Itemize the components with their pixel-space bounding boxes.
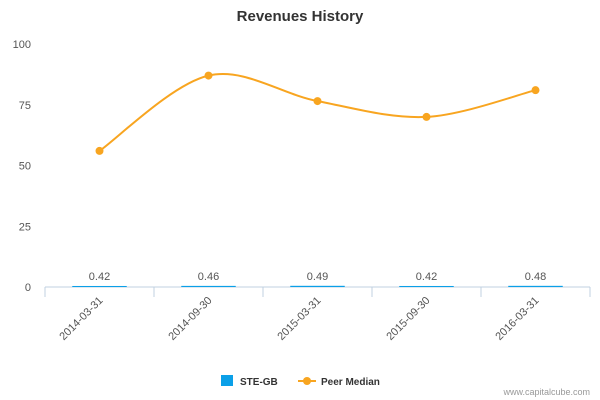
x-axis: 2014-03-31 2014-09-30 2015-03-31 2015-09-30…	[44, 286, 591, 343]
peer-median-line	[98, 73, 536, 152]
legend-marker-peer-median	[303, 377, 311, 385]
y-tick-label: 25	[19, 221, 31, 233]
line-series-peer-median	[95, 71, 540, 155]
y-tick-label: 0	[25, 282, 31, 294]
peer-median-point	[95, 146, 104, 155]
x-tick-label: 2015-09-30	[384, 295, 432, 343]
y-axis: 0 25 50 75 100	[13, 39, 31, 294]
y-tick-label: 100	[13, 39, 31, 51]
bar-ste-gb	[72, 285, 127, 287]
legend-label-peer-median: Peer Median	[321, 377, 380, 388]
x-tick-label: 2014-09-30	[166, 295, 214, 343]
bar-ste-gb	[290, 285, 345, 287]
data-labels: 0.42 0.46 0.49 0.42 0.48	[89, 271, 546, 283]
bar-ste-gb	[181, 285, 236, 287]
x-tick-label: 2014-03-31	[57, 295, 105, 343]
x-tick-label: 2016-03-31	[493, 295, 541, 343]
peer-median-point	[422, 112, 431, 121]
legend-swatch-ste-gb	[221, 375, 233, 386]
peer-median-point	[204, 71, 213, 80]
bar-data-label: 0.49	[307, 271, 328, 283]
peer-median-point	[531, 86, 540, 95]
y-tick-label: 75	[19, 100, 31, 112]
bar-series-ste-gb	[72, 285, 563, 287]
y-tick-label: 50	[19, 161, 31, 173]
chart-title: Revenues History	[237, 8, 364, 25]
x-tick-label: 2015-03-31	[275, 295, 323, 343]
bar-data-label: 0.42	[89, 271, 110, 283]
bar-data-label: 0.48	[525, 271, 546, 283]
legend-label-ste-gb: STE-GB	[240, 377, 278, 388]
bar-data-label: 0.42	[416, 271, 437, 283]
bar-ste-gb	[399, 285, 454, 287]
credit-text: www.capitalcube.com	[502, 387, 590, 397]
bar-ste-gb	[508, 285, 563, 287]
peer-median-point	[313, 97, 322, 106]
legend: STE-GB Peer Median	[221, 375, 380, 388]
bar-data-label: 0.46	[198, 271, 219, 283]
